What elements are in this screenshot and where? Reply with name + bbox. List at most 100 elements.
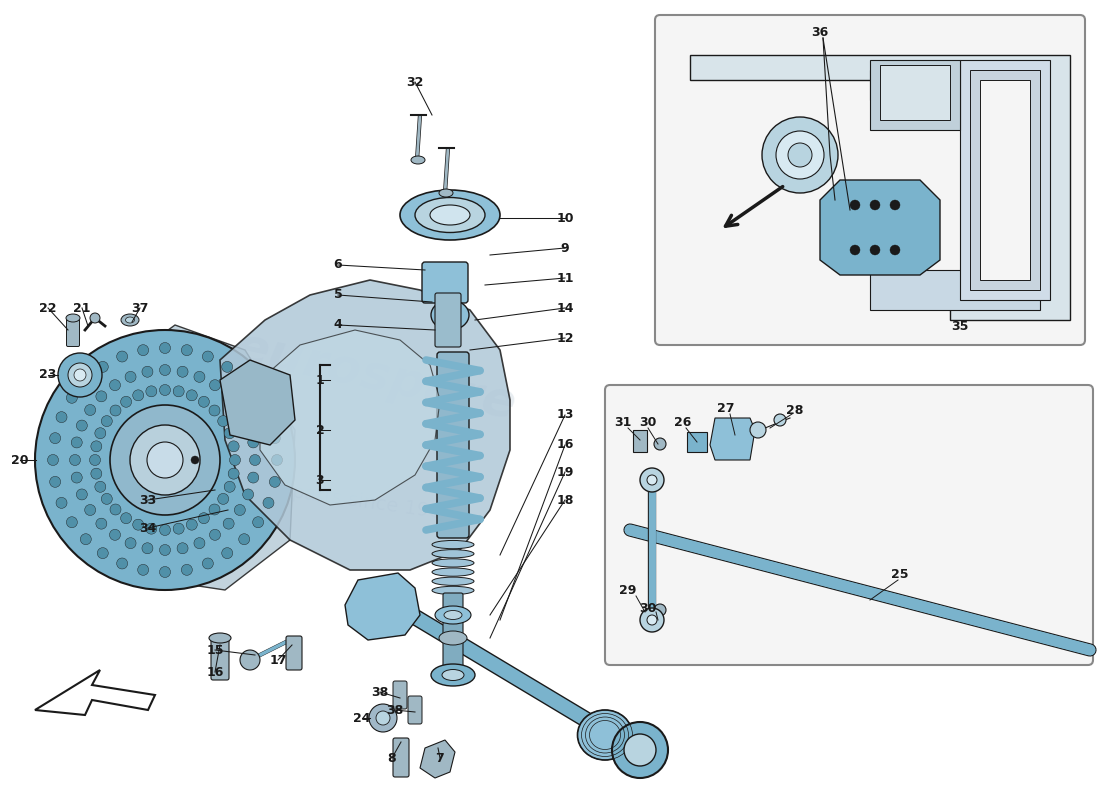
Circle shape [191,456,199,464]
Text: 28: 28 [786,403,804,417]
Circle shape [850,245,860,255]
Circle shape [177,542,188,554]
Circle shape [66,392,77,403]
Circle shape [72,437,82,448]
Circle shape [647,475,657,485]
Circle shape [160,385,170,395]
Ellipse shape [654,438,666,450]
Text: 11: 11 [557,271,574,285]
Circle shape [142,542,153,554]
Polygon shape [690,55,1070,320]
Polygon shape [870,70,1040,310]
Circle shape [750,422,766,438]
Circle shape [762,117,838,193]
Ellipse shape [434,606,471,624]
Ellipse shape [578,710,632,760]
Circle shape [160,365,170,375]
Text: 34: 34 [140,522,156,534]
Circle shape [35,330,295,590]
Text: 13: 13 [557,409,574,422]
Circle shape [160,566,170,578]
Text: 23: 23 [40,369,57,382]
Circle shape [647,615,657,625]
Circle shape [223,391,234,402]
Circle shape [234,505,245,515]
Circle shape [222,362,233,372]
Polygon shape [710,418,755,460]
Circle shape [101,494,112,504]
Circle shape [234,405,245,415]
Circle shape [133,390,144,401]
Text: 16: 16 [207,666,223,678]
Text: 8: 8 [387,751,396,765]
Circle shape [182,564,192,575]
FancyBboxPatch shape [211,638,229,680]
Circle shape [186,519,197,530]
FancyBboxPatch shape [393,738,409,777]
Circle shape [91,441,102,452]
Polygon shape [820,180,940,275]
Ellipse shape [125,317,134,323]
Circle shape [146,386,157,397]
Circle shape [243,420,254,431]
Circle shape [47,454,58,466]
Ellipse shape [432,586,474,594]
Circle shape [228,441,239,452]
Circle shape [239,375,250,386]
Circle shape [776,131,824,179]
Text: 36: 36 [812,26,828,38]
Text: 9: 9 [561,242,570,254]
Text: 18: 18 [557,494,574,506]
Circle shape [110,405,220,515]
Circle shape [218,416,229,426]
Text: 15: 15 [207,643,223,657]
Circle shape [186,390,197,401]
Circle shape [66,517,77,528]
Circle shape [80,534,91,545]
Text: 38: 38 [372,686,388,698]
FancyBboxPatch shape [408,696,422,724]
Circle shape [138,564,148,575]
Circle shape [95,482,106,492]
Text: 20: 20 [11,454,29,466]
FancyBboxPatch shape [422,262,468,303]
Ellipse shape [444,610,462,619]
Circle shape [270,476,280,487]
Circle shape [76,489,87,500]
Ellipse shape [439,631,468,645]
Circle shape [890,245,900,255]
Polygon shape [35,670,155,715]
Text: 16: 16 [557,438,574,451]
Ellipse shape [431,664,475,686]
Circle shape [74,369,86,381]
Bar [870,60,960,130]
Text: 31: 31 [614,415,631,429]
Circle shape [263,498,274,508]
Circle shape [263,412,274,422]
Circle shape [194,371,205,382]
Ellipse shape [432,568,474,576]
Circle shape [224,428,235,438]
Circle shape [870,245,880,255]
Ellipse shape [415,198,485,233]
Circle shape [198,513,209,524]
Text: 22: 22 [40,302,57,314]
Circle shape [69,454,80,466]
Circle shape [90,313,100,323]
Text: 25: 25 [891,569,909,582]
Circle shape [272,454,283,466]
Circle shape [240,650,260,670]
Circle shape [58,353,102,397]
FancyBboxPatch shape [434,293,461,347]
Circle shape [160,525,170,535]
FancyBboxPatch shape [66,318,79,346]
Circle shape [248,437,258,448]
Circle shape [130,425,200,495]
Circle shape [91,468,102,479]
FancyBboxPatch shape [393,681,407,709]
Text: 6: 6 [333,258,342,271]
Circle shape [612,722,668,778]
Circle shape [85,505,96,515]
Circle shape [202,558,213,569]
Circle shape [243,489,254,500]
